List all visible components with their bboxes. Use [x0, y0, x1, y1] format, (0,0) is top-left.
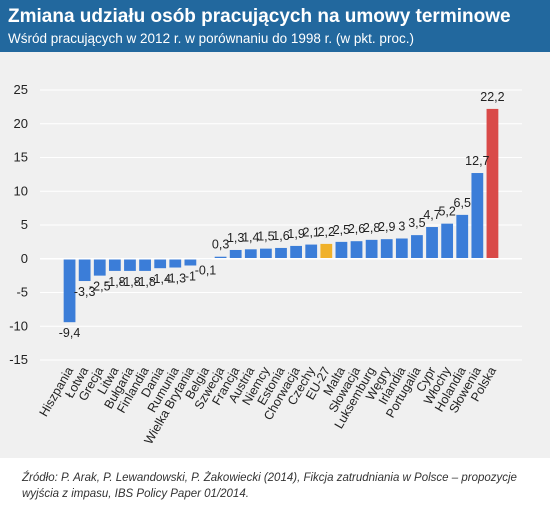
data-label: 1,6	[272, 229, 289, 243]
data-label: -1,4	[149, 272, 171, 286]
data-label: 2,5	[333, 223, 350, 237]
bar	[395, 238, 408, 259]
bar	[456, 214, 469, 259]
data-label: -9,4	[59, 326, 81, 340]
y-tick-label: -10	[9, 318, 28, 333]
data-label: 2,2	[318, 225, 335, 239]
bar	[229, 249, 242, 259]
y-tick-label: 15	[14, 150, 28, 165]
data-label: 22,2	[480, 90, 504, 104]
y-tick-label: 25	[14, 82, 28, 97]
bar	[108, 258, 121, 271]
data-label: 12,7	[465, 154, 489, 168]
bar	[154, 258, 167, 269]
y-tick-label: 0	[21, 251, 28, 266]
bar	[290, 245, 302, 259]
bar	[275, 247, 287, 259]
bar	[305, 244, 318, 259]
bar	[184, 258, 197, 266]
data-label: 5,2	[438, 205, 455, 219]
y-tick-label: 10	[14, 183, 28, 198]
bar	[260, 248, 272, 259]
data-label: -0,1	[195, 263, 217, 277]
data-label: 0,3	[212, 238, 229, 252]
bar	[139, 258, 151, 271]
bar	[350, 241, 363, 259]
data-label: -1	[185, 270, 196, 284]
bar	[320, 243, 333, 259]
data-label: -1,8	[119, 275, 141, 289]
data-label: -1,3	[165, 272, 187, 286]
y-tick-label: -5	[16, 285, 28, 300]
data-label: 2,1	[303, 226, 320, 240]
bar	[124, 258, 136, 271]
bar	[335, 241, 348, 259]
bar	[214, 256, 227, 259]
data-label: 2,6	[348, 222, 365, 236]
bar	[78, 258, 91, 282]
data-label: -1,8	[134, 275, 156, 289]
bar	[471, 173, 484, 259]
data-label: 1,9	[287, 227, 304, 241]
data-label: -2,5	[89, 280, 111, 294]
bar	[365, 239, 378, 259]
bar	[169, 258, 182, 268]
bar	[93, 258, 106, 276]
data-label: 3	[398, 220, 405, 234]
bar-chart: -15-10-50510152025-9,4-3,3-2,5-1,8-1,8-1…	[9, 82, 522, 447]
data-label: 4,7	[423, 208, 440, 222]
data-label: 6,5	[454, 196, 471, 210]
bar	[441, 223, 454, 259]
bar	[244, 249, 257, 259]
source-note: Źródło: P. Arak, P. Lewandowski, P. Żako…	[22, 472, 517, 500]
bar	[380, 239, 393, 259]
chart-title: Zmiana udziału osób pracujących na umowy…	[8, 6, 511, 27]
data-label: 2,8	[363, 221, 380, 235]
data-label: -3,3	[74, 285, 96, 299]
bar	[486, 108, 499, 259]
bar	[411, 235, 423, 259]
data-label: -1,8	[104, 275, 126, 289]
bar	[63, 258, 76, 323]
data-label: 1,5	[257, 230, 274, 244]
data-label: 1,4	[242, 230, 259, 244]
bar	[426, 227, 438, 259]
y-tick-label: 5	[21, 217, 28, 232]
chart-header: Zmiana udziału osób pracujących na umowy…	[0, 0, 550, 52]
y-tick-label: 20	[14, 116, 28, 131]
data-label: 2,9	[378, 220, 395, 234]
data-label: 3,5	[408, 216, 425, 230]
chart-subtitle: Wśród pracujących w 2012 r. w porównaniu…	[8, 31, 414, 46]
y-tick-label: -15	[9, 352, 28, 367]
data-label: 1,3	[227, 231, 244, 245]
